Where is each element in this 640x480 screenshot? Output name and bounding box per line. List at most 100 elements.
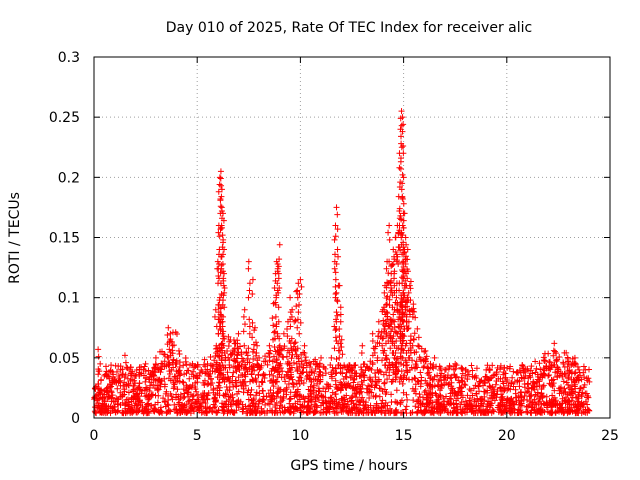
data-point: [297, 319, 304, 326]
data-point: [230, 369, 237, 376]
data-point: [281, 374, 288, 381]
data-point: [99, 393, 106, 400]
data-point: [166, 359, 173, 366]
data-point: [352, 362, 359, 369]
data-point: [416, 394, 423, 401]
data-point: [490, 372, 497, 379]
data-point: [577, 385, 584, 392]
data-point: [394, 355, 401, 362]
data-point: [132, 372, 139, 379]
data-point: [152, 354, 159, 361]
data-point: [270, 353, 277, 360]
data-point: [397, 158, 404, 165]
data-point: [100, 401, 107, 408]
data-point: [284, 359, 291, 366]
data-point: [524, 403, 531, 410]
data-point: [506, 408, 513, 415]
data-point: [334, 298, 341, 305]
data-point: [165, 397, 172, 404]
data-point: [224, 376, 231, 383]
data-point: [296, 291, 303, 298]
data-point: [220, 210, 226, 217]
data-point: [381, 289, 388, 296]
data-point: [222, 364, 229, 371]
data-point: [254, 342, 261, 349]
data-point: [333, 356, 340, 363]
x-tick-label: 0: [90, 428, 99, 444]
data-point: [453, 362, 460, 369]
data-point: [328, 394, 335, 401]
data-point: [169, 396, 176, 403]
data-point: [481, 393, 488, 400]
data-point: [105, 408, 112, 415]
data-point: [358, 366, 365, 373]
data-point: [318, 393, 325, 400]
data-point: [581, 374, 588, 381]
data-point: [275, 304, 282, 311]
data-point: [286, 360, 293, 367]
data-point: [552, 409, 559, 416]
data-point: [353, 370, 360, 377]
data-point: [275, 263, 282, 270]
data-point: [294, 406, 301, 413]
data-point: [551, 340, 558, 347]
data-point: [561, 409, 568, 416]
data-point: [234, 359, 241, 366]
data-point: [268, 396, 275, 403]
data-point: [416, 343, 423, 350]
data-point: [577, 403, 584, 410]
data-point: [314, 360, 321, 367]
data-point: [514, 410, 521, 417]
data-point: [389, 261, 396, 268]
data-point: [565, 368, 572, 375]
data-point: [356, 388, 363, 395]
data-point: [295, 309, 302, 316]
data-point: [145, 367, 152, 374]
data-point: [266, 357, 273, 364]
data-point: [276, 342, 283, 349]
data-point: [498, 394, 505, 401]
data-point: [112, 409, 119, 416]
data-point: [284, 325, 291, 332]
data-point: [164, 331, 171, 338]
x-tick-label: 5: [193, 428, 202, 444]
data-point: [229, 373, 236, 380]
data-point: [483, 403, 490, 410]
data-point: [524, 409, 531, 416]
data-point: [276, 256, 283, 263]
data-point: [128, 409, 135, 416]
data-point: [325, 382, 332, 389]
data-point: [219, 260, 226, 267]
data-point: [223, 384, 230, 391]
data-point: [547, 359, 554, 366]
data-point: [380, 335, 387, 342]
data-point: [364, 385, 371, 392]
data-point: [565, 360, 572, 367]
data-point: [427, 360, 434, 367]
data-point: [419, 410, 426, 417]
data-point: [176, 359, 183, 366]
data-point: [275, 289, 282, 296]
data-point: [541, 408, 548, 415]
data-point: [541, 350, 548, 357]
data-point: [142, 375, 149, 382]
data-point: [372, 382, 379, 389]
data-point: [105, 393, 112, 400]
data-point: [568, 376, 575, 383]
data-point: [319, 372, 326, 379]
data-point: [201, 382, 208, 389]
y-axis-label: ROTI / TECUs: [7, 192, 23, 284]
data-point: [516, 397, 523, 404]
data-point: [368, 366, 375, 373]
data-point: [530, 406, 537, 413]
data-point: [231, 408, 238, 415]
data-point: [439, 382, 446, 389]
data-point: [95, 380, 102, 387]
data-point: [190, 392, 197, 399]
data-point: [265, 390, 272, 397]
data-point: [438, 370, 445, 377]
data-point: [372, 393, 379, 400]
data-point: [415, 378, 422, 385]
data-point: [403, 391, 410, 398]
data-point: [255, 371, 262, 378]
